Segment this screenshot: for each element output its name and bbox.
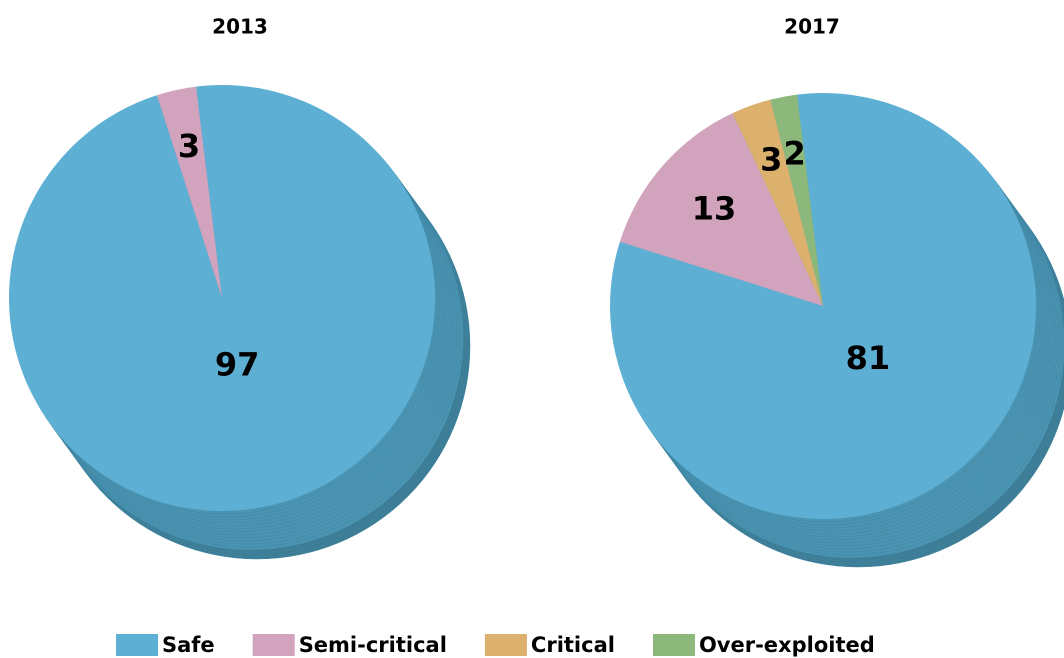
pie-slice	[732, 99, 823, 306]
legend-label: Critical	[531, 633, 615, 657]
legend-label: Semi-critical	[299, 633, 447, 657]
chart-title: 2017	[784, 15, 840, 39]
data-label: 97	[215, 346, 260, 384]
data-label: 3	[760, 141, 782, 179]
pie-slice	[610, 92, 1037, 519]
legend-label: Over-exploited	[699, 633, 875, 657]
data-label: 3	[178, 127, 200, 165]
data-label: 13	[692, 190, 737, 228]
legend-swatch	[484, 634, 527, 656]
legend-label: Safe	[162, 633, 215, 657]
chart-title: 2013	[212, 15, 268, 39]
data-label: 2	[784, 134, 806, 172]
pie-slice	[619, 113, 823, 306]
pie-slice	[156, 86, 222, 298]
pie-slice	[770, 94, 823, 306]
legend-swatch	[652, 634, 695, 656]
data-label: 81	[846, 339, 891, 377]
legend-swatch	[116, 634, 158, 656]
legend-swatch	[252, 634, 295, 656]
